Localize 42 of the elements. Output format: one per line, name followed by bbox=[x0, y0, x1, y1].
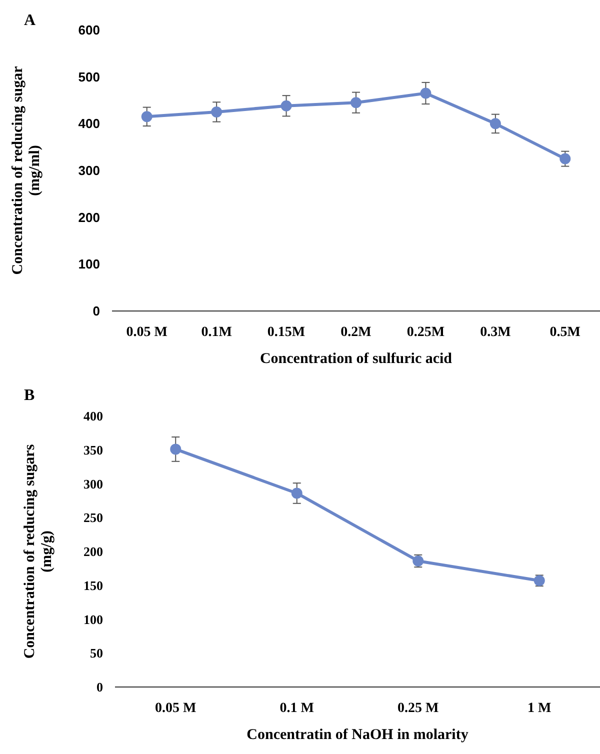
x-tick-label: 0.25 M bbox=[398, 701, 439, 716]
x-tick-label: 0.1M bbox=[201, 325, 232, 340]
point bbox=[420, 88, 432, 99]
point bbox=[170, 444, 182, 455]
y-tick-label: 0 bbox=[92, 304, 100, 319]
x-tick-label: 0.2M bbox=[340, 325, 372, 340]
point bbox=[211, 106, 222, 118]
x-tick-label: 0.05 M bbox=[126, 325, 168, 340]
point bbox=[560, 153, 571, 164]
y-axis-title: Concentration of reducing sugar (mg/ml) bbox=[10, 66, 43, 275]
x-tick-label: 0.5M bbox=[550, 325, 580, 340]
y-tick-label: 50 bbox=[90, 646, 103, 661]
x-tick-label: 0.3M bbox=[480, 325, 511, 340]
y-tick-label: 350 bbox=[84, 442, 103, 458]
y-tick-label: 300 bbox=[78, 163, 100, 178]
y-tick-label: 150 bbox=[84, 578, 103, 593]
y-tick-label: 400 bbox=[84, 408, 103, 424]
y-tick-label: 0 bbox=[96, 680, 103, 695]
point bbox=[490, 118, 501, 130]
y-tick-label: 200 bbox=[78, 210, 100, 225]
chart-title: A bbox=[24, 12, 36, 29]
y-tick-label: 250 bbox=[84, 510, 103, 526]
x-tick-label: 0.25M bbox=[406, 325, 445, 340]
chart-title: B bbox=[24, 387, 35, 404]
x-axis-title: Concentration of sulfuric acid bbox=[260, 351, 453, 367]
x-axis-title: Concentratin of NaOH in molarity bbox=[246, 727, 469, 743]
point bbox=[291, 488, 302, 499]
y-tick-label: 200 bbox=[84, 544, 103, 560]
y-tick-label: 100 bbox=[84, 612, 103, 627]
y-tick-label: 100 bbox=[78, 256, 100, 272]
y-tick-label: 500 bbox=[78, 69, 100, 84]
x-tick-label: 1 M bbox=[528, 701, 552, 716]
point bbox=[350, 97, 362, 108]
y-tick-label: 600 bbox=[78, 22, 100, 38]
point bbox=[280, 100, 292, 112]
point bbox=[141, 111, 152, 122]
y-tick-label: 300 bbox=[84, 476, 103, 492]
y-axis-title: Concentration of reducing sugars (mg/g) bbox=[22, 444, 55, 659]
x-tick-label: 0.1 M bbox=[280, 701, 314, 716]
x-tick-label: 0.05 M bbox=[155, 701, 196, 716]
x-tick-label: 0.15M bbox=[267, 325, 306, 340]
y-tick-label: 400 bbox=[78, 116, 100, 132]
